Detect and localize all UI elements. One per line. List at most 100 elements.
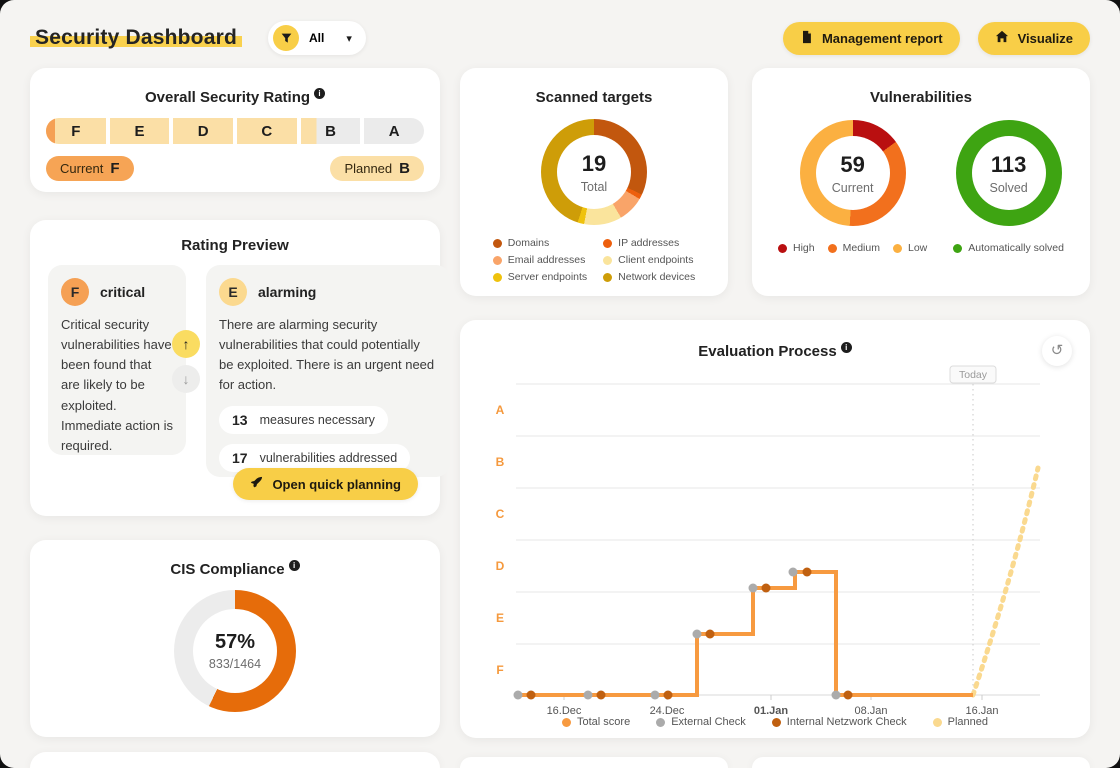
card-title: Evaluation Process i: [460, 320, 1090, 360]
evaluation-process-card: Evaluation Process i ↺ A B C D E F Today 16.Dec 2…: [460, 320, 1090, 738]
rocket-icon: [250, 476, 263, 492]
next-card-peek-left: [30, 752, 440, 768]
current-vulnerabilities: 59 Current High Medium Low: [778, 120, 927, 254]
solved-label: Solved: [989, 180, 1028, 195]
filter-icon: [273, 25, 299, 51]
cis-ratio: 833/1464: [208, 657, 262, 671]
legend-item-server-endpoints: Server endpoints: [492, 271, 587, 283]
rating-segment-a: A: [364, 118, 425, 144]
legend-item-total-score: Total score: [562, 716, 630, 728]
upgrade-arrow-button[interactable]: ↑: [172, 330, 200, 358]
filter-dropdown[interactable]: All ▾: [268, 21, 366, 55]
internal-network-check-point: [526, 690, 536, 700]
external-check-point: [650, 690, 660, 700]
evaluation-legend: Total score External Check Internal Netzwo…: [460, 716, 1090, 728]
rating-segment-b: B: [300, 118, 361, 144]
internal-network-check-point: [761, 583, 771, 593]
legend-dot: [492, 272, 502, 282]
internal-network-check-point: [663, 690, 673, 700]
measures-stat: 13 measures necessary: [219, 405, 388, 434]
external-check-point: [788, 567, 798, 577]
x-tick-label: 01.Jan: [754, 705, 789, 717]
solved-vulnerabilities-donut: 113 Solved: [955, 120, 1062, 226]
legend-item-low: Low: [892, 242, 927, 254]
next-grade-panel: E alarming There are alarming security v…: [206, 265, 450, 477]
external-check-point: [831, 690, 841, 700]
rating-preview-card: Rating Preview F critical Critical secur…: [30, 220, 450, 516]
scanned-targets-donut: 19 Total: [541, 119, 647, 225]
document-icon: [800, 30, 813, 47]
y-tick-label: C: [496, 507, 505, 521]
top-bar: Security Dashboard All ▾ Management repo…: [30, 18, 1090, 58]
legend-dot: [827, 243, 837, 253]
cis-compliance-donut: 57% 833/1464: [174, 590, 296, 712]
card-title: Overall Security Rating i: [30, 68, 440, 106]
solved-count: 113: [990, 151, 1027, 177]
legend-item-email-addresses: Email addresses: [492, 254, 587, 266]
visualize-button[interactable]: Visualize: [977, 21, 1090, 55]
arrow-down-icon: ↓: [182, 371, 190, 387]
grade-circle-e: E: [219, 278, 247, 306]
scanned-targets-legend: Domains IP addresses Email addresses Client…: [492, 237, 695, 283]
x-tick-label: 08.Jan: [854, 705, 887, 717]
current-legend: High Medium Low: [778, 242, 927, 254]
y-tick-label: A: [496, 403, 505, 417]
legend-dot: [492, 255, 502, 265]
severity-description: Critical security vulnerabilities have b…: [61, 317, 173, 453]
legend-item-external-check: External Check: [656, 716, 746, 728]
filter-value: All: [309, 31, 325, 45]
undo-icon: ↺: [1050, 342, 1064, 359]
open-quick-planning-label: Open quick planning: [272, 476, 401, 492]
rating-segment-f: F: [46, 118, 106, 144]
legend-item-medium: Medium: [827, 242, 880, 254]
legend-dot: [953, 243, 963, 253]
y-tick-label: D: [496, 559, 505, 573]
current-label: Current: [831, 180, 874, 195]
y-tick-label: F: [496, 663, 503, 677]
rating-segment-d: D: [173, 118, 234, 144]
legend-item-internal-netzwork-check: Internal Netzwork Check: [771, 716, 907, 728]
scanned-total-label: Total: [580, 179, 608, 194]
info-icon[interactable]: i: [840, 342, 852, 353]
legend-dot: [932, 717, 942, 727]
reset-chart-button[interactable]: ↺: [1042, 336, 1072, 366]
external-check-point: [513, 690, 523, 700]
legend-item-client-endpoints: Client endpoints: [603, 254, 695, 266]
today-label: Today: [959, 369, 988, 381]
page-title: Security Dashboard: [30, 26, 242, 50]
legend-item-ip-addresses: IP addresses: [603, 237, 695, 249]
legend-dot: [771, 717, 781, 727]
info-icon[interactable]: i: [288, 560, 300, 571]
internal-network-check-point: [705, 629, 715, 639]
open-quick-planning-button[interactable]: Open quick planning: [233, 468, 418, 500]
vulnerabilities-card: Vulnerabilities 59 Current High Medium Low…: [752, 68, 1090, 296]
rating-segment-c: C: [237, 118, 297, 144]
legend-dot: [656, 717, 666, 727]
external-check-point: [692, 629, 702, 639]
card-title: CIS Compliance i: [30, 540, 440, 578]
severity-label: critical: [100, 284, 146, 300]
management-report-label: Management report: [821, 30, 943, 46]
evaluation-chart: A B C D E F Today 16.Dec 24.Dec 01.Jan 08.Jan 16.Ja…: [496, 365, 1041, 717]
rating-segment-e: E: [109, 118, 170, 144]
severity-description: There are alarming security vulnerabilit…: [219, 317, 435, 393]
x-tick-label: 16.Dec: [547, 705, 582, 717]
rating-badges: Current F Planned B: [46, 156, 424, 181]
legend-item-automatically-solved: Automatically solved: [953, 242, 1064, 254]
card-title: Rating Preview: [181, 237, 289, 254]
planned-rating-badge: Planned B: [330, 156, 424, 181]
legend-dot: [492, 238, 502, 248]
top-actions: Management report Visualize: [782, 21, 1090, 55]
management-report-button[interactable]: Management report: [782, 21, 960, 55]
donut-hole: [557, 135, 631, 209]
cis-compliance-card: CIS Compliance i 57% 833/1464: [30, 540, 440, 737]
info-icon[interactable]: i: [314, 88, 326, 99]
y-tick-label: E: [496, 611, 504, 625]
next-card-peek-middle: [460, 757, 728, 768]
current-vulnerabilities-donut: 59 Current: [799, 120, 906, 226]
x-tick-label: 24.Dec: [650, 705, 685, 717]
downgrade-arrow-button[interactable]: ↓: [172, 365, 200, 393]
solved-vulnerabilities: 113 Solved Automatically solved: [953, 120, 1064, 254]
